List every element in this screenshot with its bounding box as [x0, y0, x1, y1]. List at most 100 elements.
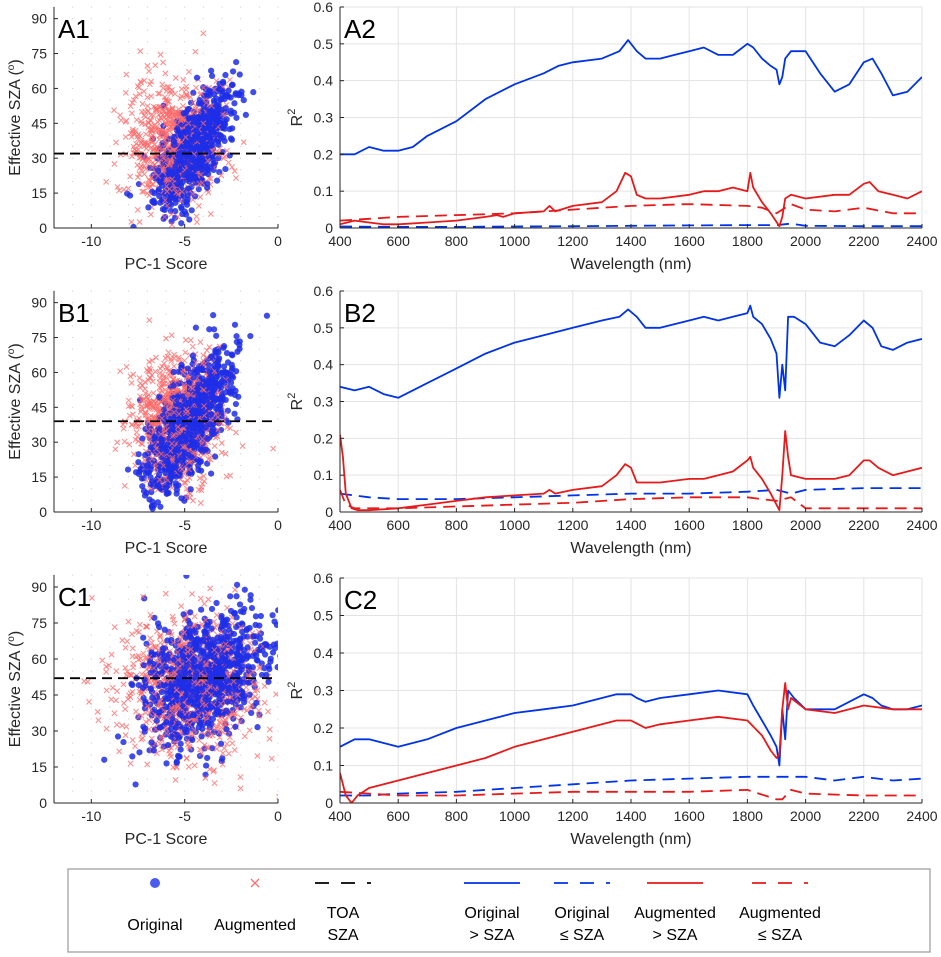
x-tick-label: -10: [81, 517, 101, 533]
grid-dot: [277, 41, 279, 43]
grid-dot: [109, 337, 111, 339]
grid-dot: [109, 730, 111, 732]
point-original: [147, 444, 154, 451]
grid-dot: [165, 337, 167, 339]
grid-dot: [240, 778, 242, 780]
grid-dot: [90, 6, 92, 8]
grid-dot: [128, 371, 130, 373]
point-original: [254, 724, 261, 731]
grid-dot: [109, 476, 111, 478]
grid-dot: [128, 441, 130, 443]
grid-dot: [165, 778, 167, 780]
point-original: [167, 195, 174, 202]
point-original: [175, 181, 182, 188]
point-augmented: [121, 482, 128, 489]
grid-dot: [90, 204, 92, 206]
grid-dot: [221, 598, 223, 600]
point-original: [219, 78, 227, 85]
point-original: [229, 385, 236, 392]
point-augmented: [162, 590, 169, 597]
point-original: [178, 220, 185, 227]
grid-dot: [277, 87, 279, 89]
grid-dot: [202, 586, 204, 588]
point-augmented: [138, 108, 145, 115]
grid-dot: [258, 406, 260, 408]
grid-dot: [277, 337, 279, 339]
point-augmented: [136, 375, 143, 382]
point-augmented: [174, 213, 181, 220]
x-tick-label: -5: [178, 233, 191, 249]
point-augmented: [185, 120, 192, 127]
grid-dot: [258, 574, 260, 576]
point-augmented: [146, 177, 153, 184]
grid-dot: [240, 204, 242, 206]
grid-dot: [128, 488, 130, 490]
grid-dot: [184, 53, 186, 55]
grid-dot: [109, 64, 111, 66]
point-augmented: [123, 363, 130, 370]
grid-dot: [258, 53, 260, 55]
grid-dot: [184, 325, 186, 327]
grid-dot: [221, 53, 223, 55]
grid-dot: [128, 64, 130, 66]
point-original: [171, 195, 178, 202]
point-augmented: [146, 68, 153, 75]
point-augmented: [157, 132, 164, 139]
y-tick-label: 75: [31, 46, 47, 62]
grid-dot: [221, 302, 223, 304]
point-augmented: [177, 95, 184, 102]
grid-dot: [128, 6, 130, 8]
grid-dot: [128, 146, 130, 148]
point-original: [143, 463, 150, 470]
grid-dot: [240, 742, 242, 744]
point-augmented: [164, 97, 171, 104]
grid-dot: [184, 476, 186, 478]
grid-dot: [240, 453, 242, 455]
grid-dot: [277, 76, 279, 78]
point-augmented: [186, 474, 193, 481]
point-augmented: [141, 77, 148, 84]
grid-dot: [90, 76, 92, 78]
point-original: [233, 58, 240, 66]
grid-dot: [109, 658, 111, 660]
grid-dot: [258, 395, 260, 397]
point-original: [195, 462, 202, 469]
point-original: [195, 115, 202, 122]
grid-dot: [128, 337, 130, 339]
grid-dot: [128, 215, 130, 217]
grid-dot: [258, 157, 260, 159]
grid-dot: [184, 488, 186, 490]
grid-dot: [128, 360, 130, 362]
point-augmented: [170, 397, 177, 404]
grid-dot: [240, 99, 242, 101]
grid-dot: [128, 180, 130, 182]
point-augmented: [140, 188, 147, 195]
point-original: [151, 434, 158, 441]
point-augmented: [136, 91, 143, 98]
grid-dot: [146, 742, 148, 744]
grid-dot: [202, 6, 204, 8]
grid-dot: [128, 348, 130, 350]
point-augmented: [129, 99, 136, 106]
grid-dot: [109, 742, 111, 744]
grid-dot: [109, 670, 111, 672]
point-augmented: [175, 354, 182, 361]
grid-dot: [72, 622, 74, 624]
grid-dot: [128, 406, 130, 408]
point-original: [190, 89, 197, 96]
grid-dot: [184, 302, 186, 304]
point-augmented: [169, 454, 176, 461]
grid-dot: [72, 76, 74, 78]
grid-dot: [221, 499, 223, 501]
point-augmented: [147, 112, 154, 119]
grid-dot: [109, 383, 111, 385]
point-augmented: [156, 90, 163, 97]
point-augmented: [157, 431, 164, 438]
grid-dot: [221, 169, 223, 171]
point-augmented: [183, 406, 190, 413]
grid-dot: [72, 180, 74, 182]
point-original: [194, 410, 201, 417]
point-augmented: [155, 111, 162, 118]
point-original: [238, 92, 245, 99]
